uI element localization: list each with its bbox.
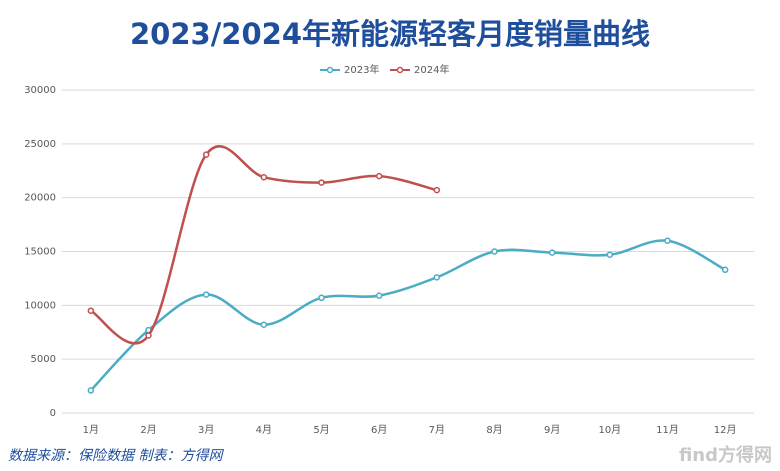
y-tick-label: 10000	[24, 300, 56, 311]
data-point	[433, 274, 441, 281]
data-point	[375, 172, 383, 180]
x-tick-label: 8月	[486, 424, 502, 436]
y-tick-label: 30000	[24, 85, 56, 96]
x-tick-label: 2月	[140, 424, 156, 436]
x-tick-label: 5月	[313, 424, 329, 436]
data-point	[260, 173, 268, 181]
legend-marker	[396, 66, 404, 74]
chart-title: 2023/2024年新能源轻客月度销量曲线	[130, 17, 650, 51]
data-point	[260, 321, 268, 328]
data-point	[202, 151, 210, 158]
y-tick-label: 15000	[24, 247, 56, 258]
y-tick-label: 25000	[24, 139, 56, 150]
data-point	[202, 291, 210, 298]
series-line	[89, 239, 726, 392]
data-point	[433, 186, 441, 194]
data-point	[491, 248, 498, 255]
legend-marker	[326, 66, 334, 74]
legend-label: 2023年	[344, 63, 379, 76]
y-tick-label: 20000	[24, 193, 56, 204]
source-note: 数据来源：保险数据 制表：方得网	[8, 448, 224, 464]
x-tick-label: 1月	[83, 424, 99, 436]
x-tick-label: 6月	[371, 424, 387, 436]
watermark: find方得网	[679, 444, 772, 466]
x-tick-label: 7月	[429, 424, 445, 436]
x-tick-label: 3月	[198, 424, 214, 436]
data-point	[318, 294, 325, 302]
legend-label: 2024年	[414, 63, 449, 76]
data-point	[721, 266, 729, 274]
y-tick-label: 5000	[31, 354, 56, 365]
data-point	[87, 307, 95, 314]
x-tick-label: 9月	[544, 424, 560, 436]
data-point	[548, 249, 556, 256]
data-point	[375, 292, 383, 299]
data-point	[318, 179, 325, 186]
data-point	[145, 332, 152, 339]
data-point	[87, 387, 95, 394]
data-point	[606, 251, 614, 258]
x-tick-label: 4月	[256, 424, 272, 436]
data-point	[664, 237, 671, 244]
y-tick-label: 0	[50, 408, 56, 419]
x-tick-label: 10月	[598, 424, 621, 436]
x-tick-label: 12月	[714, 424, 737, 436]
x-tick-label: 11月	[656, 424, 679, 436]
